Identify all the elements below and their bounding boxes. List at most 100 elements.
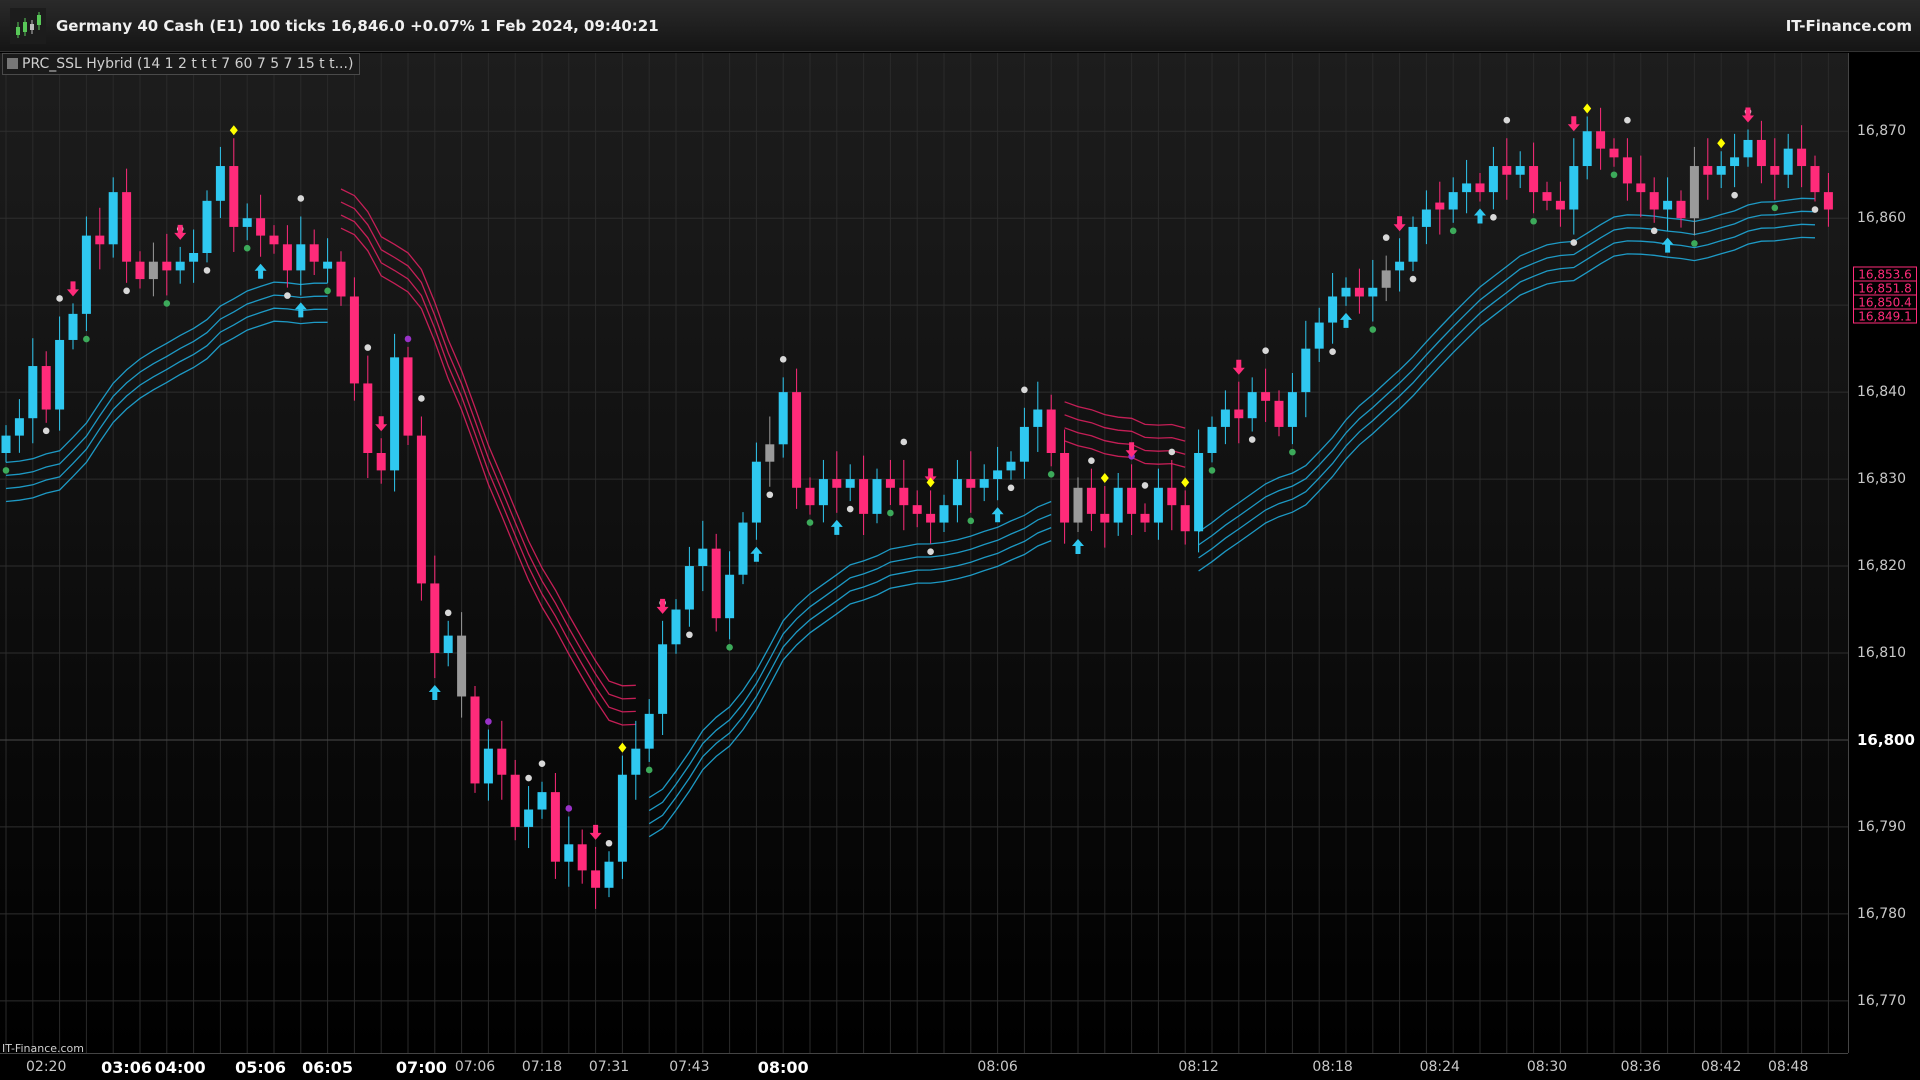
price-tick-label: 16,870 [1857,123,1906,140]
candle-body [1569,166,1579,210]
candle-body [564,844,574,862]
ssl-band-up-line [648,539,1052,838]
buy-arrow-icon [1661,237,1674,253]
signal-dot [324,287,331,295]
signal-dot [1691,240,1698,247]
signal-dot [56,295,63,302]
candle-body [550,792,560,862]
ssl-band-down-line [340,227,636,726]
price-tick-label: 16,800 [1857,730,1915,749]
signal-dot [163,300,171,307]
candle-body [617,774,627,862]
candle-body [416,435,426,584]
time-tick-label: 08:06 [977,1059,1018,1075]
diamond-icon [926,477,935,488]
candle-body [148,261,158,280]
signal-dot [900,438,908,446]
candle-body [282,244,292,271]
candle-body [577,844,587,871]
signal-dot [83,335,90,343]
candle-body [14,418,24,436]
candle-body [1542,192,1552,201]
candle-body [162,261,172,271]
candle-body [1261,392,1271,401]
candle-body [1301,348,1311,393]
candle-body [1395,261,1405,271]
diamond-icon [1717,138,1726,149]
signal-dot [1490,214,1497,221]
ssl-band-up-line [1198,210,1816,546]
candle-body [1060,453,1070,523]
candle-body [524,809,534,827]
candle-body [711,548,721,619]
signal-dot [1208,467,1216,474]
candle-body [122,192,132,262]
candle-body [376,453,386,471]
time-axis[interactable]: 02:20 03:06 04:00 05:06 06:05 07:00 07:06 07:18… [0,1053,1848,1080]
candle-body [818,479,828,506]
signal-dot [1021,386,1028,394]
candle-body [1381,270,1391,288]
candle-body [1810,166,1820,193]
signal-dot [1449,227,1457,235]
sell-arrow-icon [67,281,79,297]
price-tick-label: 16,780 [1857,905,1906,922]
time-tick-label: 08:30 [1526,1059,1568,1075]
diamond-icon [1181,477,1190,488]
candle-body [1676,200,1686,219]
sell-arrow-icon [1742,107,1754,123]
candle-body [738,522,748,575]
signal-dot [1409,275,1417,283]
candle-body [1596,131,1606,149]
candle-body [1354,287,1364,297]
candle-body [1756,139,1766,167]
brand-label: IT-Finance.com [1785,17,1912,35]
candle-body [658,644,668,714]
signal-dot [1624,116,1631,124]
candle-body [309,244,319,262]
candle-body [256,218,266,236]
signal-dot [686,631,693,639]
ssl-band-up-line [5,294,328,477]
candle-body [108,192,118,245]
signal-dot [123,287,130,295]
candle-body [591,870,601,888]
price-chart[interactable] [0,53,1848,1053]
candle-body [952,479,962,506]
price-tick-label: 16,820 [1857,558,1906,575]
candle-body [81,235,91,314]
candle-body [1529,166,1539,193]
signal-dot [1731,191,1738,199]
signal-dot [203,267,211,274]
candle-body [1006,461,1016,471]
candle-body [269,235,279,245]
signal-dot [1650,227,1658,235]
candle-body [1328,296,1338,323]
watermark: IT-Finance.com [2,1042,84,1055]
price-axis[interactable]: 16,770 16,780 16,790 16,800 16,810 16,820 16,8… [1848,53,1920,1053]
signal-dot [605,839,613,847]
candle-body [349,296,359,384]
candle-body [1663,200,1673,210]
time-tick-label: 08:48 [1768,1059,1809,1075]
candle-body [1234,409,1244,419]
candle-body [1073,487,1083,523]
buy-arrow-icon [1474,208,1486,224]
signal-dot [1382,234,1390,241]
candle-body [1408,226,1418,262]
candle-body [55,339,65,410]
indicator-legend[interactable]: PRC_SSL Hybrid (14 1 2 t t t 7 60 7 5 7 … [2,53,361,75]
signal-dot [967,517,975,525]
signal-dot [1141,482,1149,489]
ssl-band-up-line [1198,223,1816,559]
candle-body [1743,139,1753,158]
signal-dot [538,760,546,767]
candle-body [1046,409,1056,453]
candle-body [135,261,145,280]
candle-body [832,479,842,488]
candle-body [1622,157,1632,184]
buy-arrow-icon [1072,538,1084,554]
candle-body [1689,166,1699,219]
time-tick-label: 07:31 [588,1059,630,1075]
